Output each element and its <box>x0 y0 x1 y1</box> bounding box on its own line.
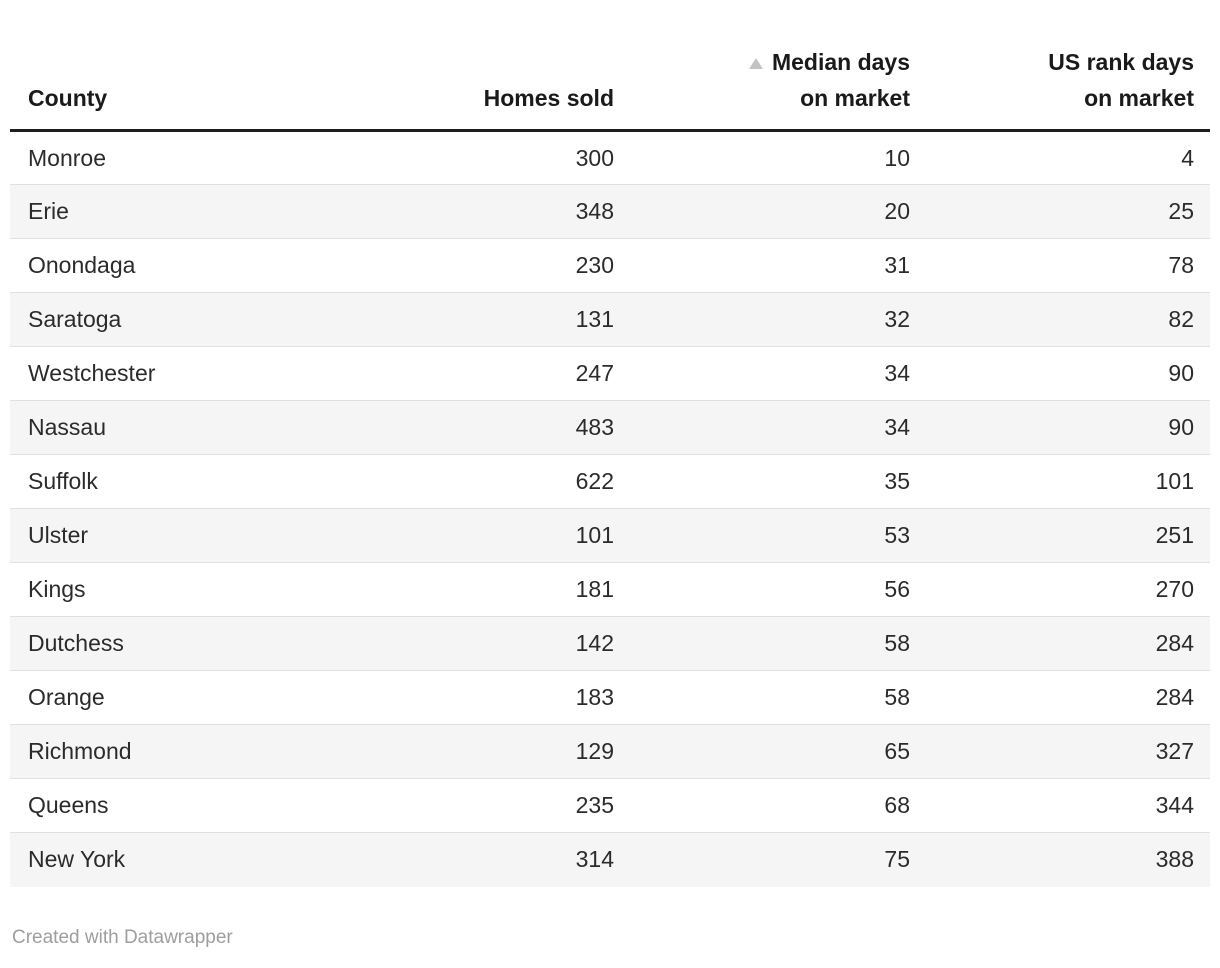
us-rank-cell: 327 <box>1155 738 1194 764</box>
table-row: Richmond 129 65 327 <box>10 724 1210 779</box>
median-days-cell: 53 <box>884 522 910 548</box>
median-days-cell: 20 <box>884 198 910 224</box>
median-days-cell: 35 <box>884 468 910 494</box>
homes-sold-cell: 483 <box>575 414 614 440</box>
homes-sold-cell: 300 <box>575 144 614 171</box>
data-table: County Homes sold Median days on market … <box>10 0 1210 887</box>
column-header-homes-sold-label: Homes sold <box>483 85 614 111</box>
table-row: Nassau 483 34 90 <box>10 400 1210 455</box>
header-row: County Homes sold Median days on market … <box>10 0 1210 132</box>
table-row: Erie 348 20 25 <box>10 184 1210 239</box>
column-header-county[interactable]: County <box>10 0 330 132</box>
table-row: Westchester 247 34 90 <box>10 346 1210 401</box>
column-header-median-days-line2: on market <box>800 85 910 111</box>
us-rank-cell: 82 <box>1168 306 1194 332</box>
median-days-cell: 58 <box>884 684 910 710</box>
us-rank-cell: 344 <box>1155 792 1194 818</box>
county-cell: Onondaga <box>28 252 136 278</box>
table-row: New York 314 75 388 <box>10 832 1210 887</box>
datawrapper-credit-link[interactable]: Created with Datawrapper <box>12 926 233 948</box>
median-days-cell: 65 <box>884 738 910 764</box>
homes-sold-cell: 129 <box>575 738 614 764</box>
county-cell: Erie <box>28 198 69 224</box>
homes-sold-cell: 230 <box>575 252 614 278</box>
us-rank-cell: 270 <box>1155 576 1194 602</box>
county-cell: Orange <box>28 684 105 710</box>
us-rank-cell: 90 <box>1168 360 1194 386</box>
us-rank-cell: 284 <box>1155 684 1194 710</box>
county-cell: Monroe <box>28 144 106 171</box>
homes-sold-cell: 622 <box>575 468 614 494</box>
county-cell: Dutchess <box>28 630 124 656</box>
sort-ascending-icon <box>748 58 763 69</box>
table-row: Saratoga 131 32 82 <box>10 292 1210 347</box>
county-cell: Suffolk <box>28 468 98 494</box>
homes-sold-cell: 142 <box>575 630 614 656</box>
county-cell: Saratoga <box>28 306 122 332</box>
median-days-cell: 75 <box>884 846 910 873</box>
table-row: Monroe 300 10 4 <box>10 130 1210 185</box>
table-body: Monroe 300 10 4 Erie 348 20 25 Onondaga … <box>10 130 1210 887</box>
table-header: County Homes sold Median days on market … <box>10 0 1210 132</box>
county-cell: Kings <box>28 576 86 602</box>
county-cell: Richmond <box>28 738 132 764</box>
homes-sold-cell: 101 <box>575 522 614 548</box>
column-header-median-days[interactable]: Median days on market <box>630 0 926 132</box>
table-row: Onondaga 230 31 78 <box>10 238 1210 293</box>
median-days-cell: 34 <box>884 414 910 440</box>
table-row: Queens 235 68 344 <box>10 778 1210 833</box>
homes-sold-cell: 181 <box>575 576 614 602</box>
county-cell: Ulster <box>28 522 89 548</box>
column-header-median-days-line1: Median days <box>771 49 910 75</box>
county-cell: Queens <box>28 792 109 818</box>
homes-sold-cell: 348 <box>575 198 614 224</box>
table-row: Orange 183 58 284 <box>10 670 1210 725</box>
median-days-cell: 56 <box>884 576 910 602</box>
us-rank-cell: 4 <box>1181 144 1194 171</box>
median-days-cell: 32 <box>884 306 910 332</box>
table-row: Ulster 101 53 251 <box>10 508 1210 563</box>
us-rank-cell: 78 <box>1168 252 1194 278</box>
median-days-cell: 58 <box>884 630 910 656</box>
homes-sold-cell: 235 <box>575 792 614 818</box>
median-days-cell: 31 <box>884 252 910 278</box>
table-row: Dutchess 142 58 284 <box>10 616 1210 671</box>
median-days-cell: 10 <box>884 144 910 171</box>
table-row: Kings 181 56 270 <box>10 562 1210 617</box>
us-rank-cell: 284 <box>1155 630 1194 656</box>
table-row: Suffolk 622 35 101 <box>10 454 1210 509</box>
column-header-us-rank-line2: on market <box>1084 85 1194 111</box>
us-rank-cell: 251 <box>1155 522 1194 548</box>
homes-sold-cell: 131 <box>575 306 614 332</box>
column-header-us-rank-line1: US rank days <box>1048 49 1194 75</box>
column-header-us-rank[interactable]: US rank days on market <box>926 0 1210 132</box>
column-header-county-label: County <box>28 85 108 111</box>
homes-sold-cell: 247 <box>575 360 614 386</box>
county-cell: Nassau <box>28 414 106 440</box>
us-rank-cell: 25 <box>1168 198 1194 224</box>
us-rank-cell: 388 <box>1155 846 1194 873</box>
us-rank-cell: 101 <box>1155 468 1194 494</box>
column-header-homes-sold[interactable]: Homes sold <box>330 0 630 132</box>
median-days-cell: 68 <box>884 792 910 818</box>
homes-sold-cell: 183 <box>575 684 614 710</box>
homes-sold-cell: 314 <box>575 846 614 873</box>
us-rank-cell: 90 <box>1168 414 1194 440</box>
county-cell: Westchester <box>28 360 156 386</box>
median-days-cell: 34 <box>884 360 910 386</box>
county-cell: New York <box>28 846 126 873</box>
